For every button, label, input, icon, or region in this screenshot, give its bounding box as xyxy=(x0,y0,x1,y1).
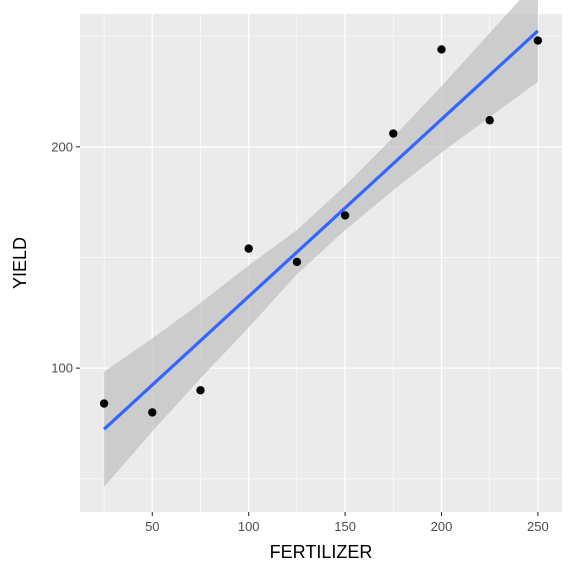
data-point xyxy=(485,116,494,125)
y-axis-ticks: 100 200 xyxy=(51,139,80,376)
data-point xyxy=(389,129,398,138)
x-axis-title: FERTILIZER xyxy=(270,542,373,562)
confidence-band xyxy=(104,0,538,487)
y-tick-label: 200 xyxy=(51,139,73,154)
data-point xyxy=(437,45,446,54)
data-point xyxy=(292,257,302,267)
data-point xyxy=(533,36,543,45)
data-point xyxy=(244,244,253,253)
x-tick-label: 50 xyxy=(145,519,159,534)
major-grid xyxy=(80,14,562,512)
data-point xyxy=(196,386,205,395)
data-point xyxy=(148,408,157,417)
y-tick-label: 100 xyxy=(51,361,73,376)
data-point xyxy=(340,211,350,220)
data-points xyxy=(99,36,543,417)
x-tick-label: 250 xyxy=(527,519,549,534)
x-tick-label: 200 xyxy=(431,519,453,534)
x-axis-ticks: 50 100 150 200 250 xyxy=(145,512,549,534)
y-axis-title: YIELD xyxy=(10,237,30,289)
x-tick-label: 150 xyxy=(334,519,356,534)
regression-line xyxy=(103,29,539,431)
data-point xyxy=(99,399,109,408)
x-tick-label: 100 xyxy=(238,519,260,534)
